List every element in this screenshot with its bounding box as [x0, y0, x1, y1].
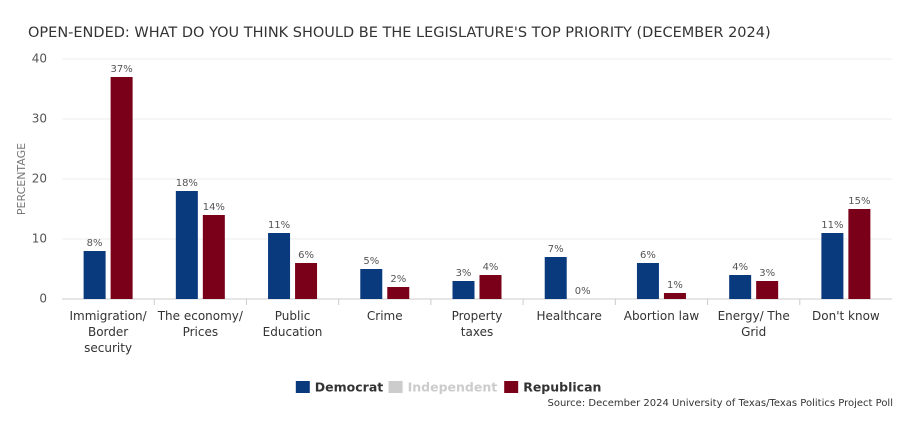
legend-label: Democrat: [315, 380, 383, 395]
data-label: 37%: [110, 64, 132, 75]
x-tick-label: Don't know: [812, 309, 880, 323]
data-label: 15%: [848, 196, 870, 207]
bar: [387, 287, 410, 299]
legend-label: Republican: [523, 380, 601, 395]
x-tick-label: Public Education: [262, 309, 323, 339]
data-label: 8%: [87, 238, 103, 249]
bar: [268, 233, 291, 299]
source: Source: December 2024 University of Texa…: [547, 398, 893, 409]
x-tick-label: Energy/ The Grid: [717, 309, 790, 339]
legend-swatch: [504, 381, 519, 393]
bar: [544, 257, 567, 299]
data-label: 0%: [575, 286, 591, 297]
data-label: 3%: [456, 268, 472, 279]
y-tick-label: 20: [32, 172, 47, 186]
bar: [202, 215, 225, 299]
legend-swatch: [388, 381, 403, 393]
bar: [821, 233, 844, 299]
x-tick-label: Immigration/ Border security: [69, 309, 147, 355]
bar: [295, 263, 318, 299]
data-label: 3%: [759, 268, 775, 279]
x-tick-label: Healthcare: [536, 309, 602, 323]
y-tick-label: 30: [32, 112, 47, 126]
bar: [663, 293, 686, 299]
legend-swatch: [295, 381, 310, 393]
data-label: 14%: [203, 202, 225, 213]
bar: [848, 209, 871, 299]
bar: [452, 281, 475, 299]
data-label: 4%: [483, 262, 499, 273]
bar: [175, 191, 198, 299]
x-tick-label: Crime: [366, 309, 403, 323]
data-label: 6%: [298, 250, 314, 261]
bar: [360, 269, 383, 299]
bar: [636, 263, 659, 299]
y-axis-label: PERCENTAGE: [15, 143, 28, 215]
y-tick-label: 0: [39, 292, 47, 306]
legend-label: Independent: [408, 380, 498, 395]
data-label: 11%: [821, 220, 843, 231]
y-tick-label: 10: [32, 232, 47, 246]
data-label: 1%: [667, 280, 683, 291]
bar: [479, 275, 502, 299]
x-tick-label: Abortion law: [623, 309, 700, 323]
bar: [756, 281, 779, 299]
y-tick-label: 40: [32, 52, 47, 66]
data-label: 4%: [732, 262, 748, 273]
bar: [729, 275, 752, 299]
x-tick-label: The economy/ Prices: [157, 309, 243, 339]
data-label: 5%: [363, 256, 379, 267]
chart-title: OPEN-ENDED: WHAT DO YOU THINK SHOULD BE …: [28, 25, 771, 41]
data-label: 11%: [268, 220, 290, 231]
bar: [83, 251, 106, 299]
data-label: 2%: [390, 274, 406, 285]
x-tick-label: Property taxes: [451, 309, 503, 339]
bar: [110, 77, 133, 299]
data-label: 6%: [640, 250, 656, 261]
data-label: 7%: [548, 244, 564, 255]
data-label: 18%: [176, 178, 198, 189]
